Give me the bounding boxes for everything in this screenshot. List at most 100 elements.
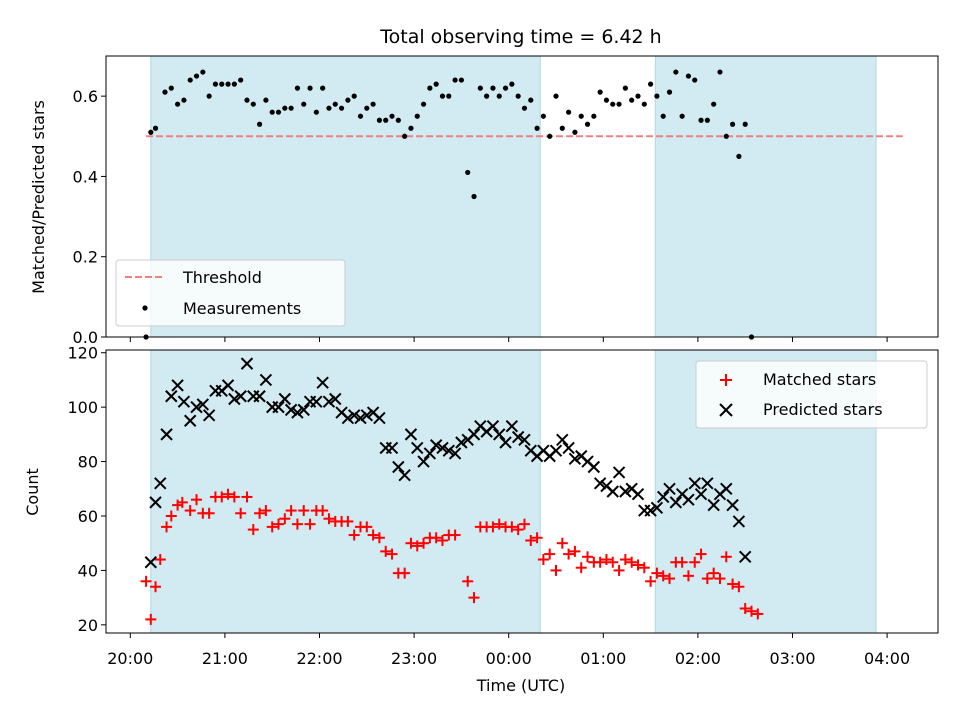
predicted-star-point	[160, 428, 173, 441]
measurement-point	[320, 85, 326, 91]
predicted-star-point	[329, 392, 342, 406]
measurement-point	[231, 81, 237, 87]
predicted-marker-b	[272, 400, 285, 414]
count-axes-frame	[105, 349, 939, 634]
predicted-star-point	[272, 400, 285, 414]
predicted-star-point	[144, 556, 158, 569]
measurement-point	[477, 85, 483, 91]
predicted-star-point	[732, 515, 746, 528]
predicted-star-point	[556, 433, 569, 447]
matched-star-point	[260, 505, 272, 517]
predicted-marker-b	[688, 477, 701, 490]
measurement-point	[175, 101, 181, 107]
predicted-star-point	[259, 373, 273, 387]
measurement-point	[591, 113, 597, 119]
matched-star-point	[191, 494, 203, 506]
predicted-marker-b	[587, 460, 601, 474]
x-tick-label: 02:00	[675, 649, 721, 668]
shaded-region-top-2	[654, 55, 877, 338]
predicted-marker-b	[448, 447, 462, 460]
predicted-star-point	[549, 444, 563, 457]
predicted-marker-b	[650, 501, 664, 515]
matched-star-point	[279, 513, 291, 525]
predicted-star-point	[562, 441, 575, 455]
matched-star-point	[544, 548, 556, 560]
matched-star-point	[682, 570, 694, 582]
predicted-star-point	[360, 409, 374, 422]
predicted-star-point	[455, 436, 468, 449]
predicted-star-point	[196, 398, 210, 411]
matched-star-point	[430, 532, 442, 544]
matched-star-point	[733, 581, 745, 593]
predicted-star-point	[518, 433, 531, 447]
predicted-star-point	[694, 488, 708, 501]
measurement-point	[572, 129, 578, 135]
measurement-point	[603, 97, 610, 103]
matched-star-point	[607, 556, 619, 568]
measurement-point	[458, 77, 464, 83]
matched-star-point	[150, 581, 162, 593]
measurement-point	[736, 153, 742, 159]
measurement-point	[351, 93, 357, 99]
predicted-marker-b	[190, 400, 203, 414]
measurement-point	[345, 97, 351, 103]
predicted-star-point	[442, 444, 455, 457]
matched-star-point	[405, 537, 417, 549]
predicted-star-point	[149, 496, 162, 509]
measurement-point	[427, 85, 433, 91]
ratio-y-axis-label: Matched/Predicted stars	[29, 100, 48, 294]
measurement-point	[395, 117, 401, 123]
matched-star-point	[638, 562, 650, 574]
measurement-point	[729, 121, 736, 127]
predicted-marker-b	[360, 409, 374, 422]
matched-star-point	[291, 518, 303, 530]
measurement-point	[566, 109, 572, 115]
predicted-star-point	[505, 419, 519, 433]
predicted-marker-b	[518, 433, 531, 447]
matched-star-point	[651, 567, 663, 579]
measurement-point	[711, 101, 717, 107]
measurement-point	[219, 81, 225, 87]
predicted-marker-b	[417, 455, 430, 468]
measurement-point	[723, 133, 729, 139]
legend-measurements-label: Measurements	[183, 299, 301, 318]
predicted-marker-b	[310, 395, 323, 408]
predicted-marker-b	[732, 515, 746, 528]
measurement-point	[433, 81, 439, 87]
ratio-y-ticks: 0.0 0.2 0.4 0.6	[73, 87, 106, 347]
shaded-region-bottom-1	[150, 349, 541, 634]
measurement-point	[193, 73, 200, 79]
matched-star-point	[462, 575, 474, 587]
measurement-point	[181, 97, 187, 103]
predicted-marker-b	[581, 455, 594, 468]
predicted-star-point	[726, 498, 739, 512]
matched-star-point	[493, 518, 505, 530]
count-y-axis-label: Count	[23, 468, 42, 516]
matched-star-points	[140, 488, 764, 625]
predicted-marker-b	[682, 493, 695, 506]
predicted-marker-b	[619, 485, 632, 498]
measurement-point	[704, 117, 710, 123]
predicted-marker-b	[221, 379, 235, 392]
predicted-marker-b	[701, 477, 714, 490]
predicted-star-point	[448, 447, 462, 460]
matched-star-point	[531, 532, 543, 544]
x-tick-label: 21:00	[202, 649, 248, 668]
measurement-point	[446, 93, 452, 99]
matched-star-point	[266, 521, 278, 533]
measurement-point	[152, 125, 159, 131]
measurement-point	[439, 93, 446, 99]
measurement-point	[610, 101, 616, 107]
matched-star-point	[161, 521, 173, 533]
matched-star-point	[645, 575, 657, 587]
predicted-star-point	[631, 488, 645, 501]
measurement-point	[370, 101, 376, 107]
predicted-marker-b	[341, 411, 355, 425]
predicted-marker-b	[486, 419, 500, 433]
ratio-x-ticks	[129, 337, 888, 342]
predicted-marker-b	[196, 398, 210, 411]
matched-star-point	[689, 556, 701, 568]
measurement-point	[256, 121, 263, 127]
matched-star-point	[506, 521, 518, 533]
predicted-star-point	[429, 439, 443, 452]
